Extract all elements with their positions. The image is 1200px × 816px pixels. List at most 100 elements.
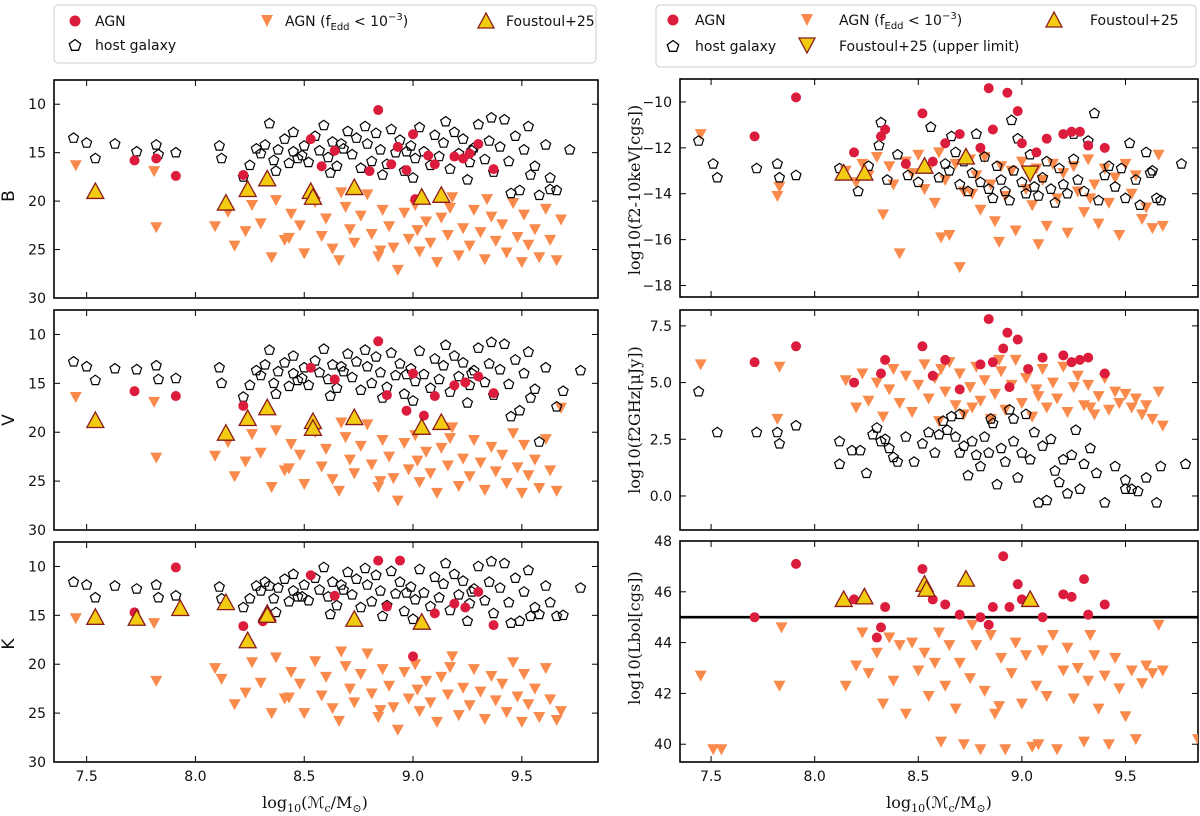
plot-frame xyxy=(53,309,599,531)
host-galaxy-point xyxy=(483,135,495,146)
host-galaxy-point xyxy=(213,361,226,373)
agn-low-point xyxy=(1119,711,1132,723)
agn-low-point xyxy=(387,473,400,485)
y-tick-label: 15 xyxy=(28,146,46,162)
agn-low-point xyxy=(376,435,389,447)
host-galaxy-point xyxy=(398,388,411,399)
host-galaxy-point xyxy=(407,394,419,406)
agn-low-point xyxy=(1146,668,1159,680)
agn-low-point xyxy=(326,243,339,255)
agn-low-point xyxy=(335,187,348,199)
host-galaxy-point xyxy=(833,435,846,447)
legend-right-agn-low-pre: AGN (f xyxy=(839,13,886,29)
host-galaxy-point xyxy=(453,370,465,382)
host-galaxy-point xyxy=(324,608,337,620)
host-galaxy-point xyxy=(270,606,282,618)
agn-point xyxy=(1074,354,1085,365)
host-galaxy-point xyxy=(342,125,354,137)
y-tick-label: 7.5 xyxy=(650,319,672,335)
y-tick-label: 15 xyxy=(28,608,46,624)
host-galaxy-point xyxy=(929,446,941,458)
foustoul-point xyxy=(344,609,364,627)
agn-point xyxy=(373,105,384,116)
agn-low-point xyxy=(365,459,378,471)
agn-low-point xyxy=(1082,675,1095,687)
y-tick-label: −18 xyxy=(642,279,672,295)
agn-low-point xyxy=(856,368,869,380)
agn-low-point xyxy=(293,220,306,232)
agn-low-point xyxy=(862,668,875,680)
agn-point xyxy=(316,161,327,172)
agn-low-point xyxy=(1084,629,1097,641)
host-galaxy-point xyxy=(215,152,228,164)
plot-marks xyxy=(67,555,587,736)
agn-point xyxy=(983,314,994,325)
agn-low-point xyxy=(935,232,948,244)
agn-low-point xyxy=(374,245,387,257)
panel-k-band: 7.5 8.0 8.5 9.0 9.5 10 15 20 25 30 xyxy=(28,541,599,785)
host-galaxy-point xyxy=(292,374,304,386)
agn-low-point xyxy=(993,354,1006,366)
agn-low-point xyxy=(1109,172,1122,184)
agn-low-point xyxy=(1026,411,1039,423)
y-tick-label: 10 xyxy=(28,327,46,343)
host-galaxy-point xyxy=(529,160,541,171)
agn-point xyxy=(791,558,802,569)
host-galaxy-point xyxy=(398,605,411,617)
legend-right-foustoul-marker xyxy=(1044,10,1064,28)
agn-low-point xyxy=(1078,736,1091,748)
agn-low-point xyxy=(265,708,278,720)
agn-low-point xyxy=(339,661,352,673)
agn-low-point xyxy=(539,663,552,675)
host-galaxy-point xyxy=(472,560,485,572)
agn-low-point xyxy=(850,402,863,414)
host-galaxy-point xyxy=(322,151,334,163)
host-galaxy-point xyxy=(400,145,413,157)
host-galaxy-point xyxy=(337,142,350,154)
host-galaxy-point xyxy=(337,365,350,377)
host-galaxy-point xyxy=(268,377,280,389)
agn-point xyxy=(983,83,994,94)
host-galaxy-point xyxy=(346,588,358,600)
agn-low-point xyxy=(1030,384,1043,396)
y-tick-label: 15 xyxy=(28,376,46,392)
agn-low-point xyxy=(1156,665,1169,677)
y-tick-label: 20 xyxy=(28,657,46,673)
host-galaxy-point xyxy=(1007,435,1020,447)
host-galaxy-point xyxy=(255,147,267,159)
agn-low-point xyxy=(694,359,707,371)
host-galaxy-point xyxy=(891,148,904,160)
agn-low-point xyxy=(1156,420,1169,432)
agn-low-point xyxy=(376,664,389,676)
agn-low-point xyxy=(988,388,1001,400)
host-galaxy-point xyxy=(296,590,308,602)
agn-point xyxy=(1083,609,1094,620)
agn-low-point xyxy=(988,708,1001,720)
host-galaxy-point xyxy=(335,360,347,372)
agn-low-point xyxy=(333,485,346,497)
foustoul-point xyxy=(238,630,258,649)
agn-low-point xyxy=(150,222,163,234)
foustoul-point xyxy=(344,177,364,196)
agn-low-point xyxy=(877,698,890,710)
host-galaxy-point xyxy=(152,591,165,603)
host-galaxy-point xyxy=(995,442,1007,454)
host-galaxy-point xyxy=(1028,180,1041,192)
agn-low-point xyxy=(1082,154,1095,166)
host-galaxy-point xyxy=(152,373,165,385)
agn-point xyxy=(917,563,928,574)
agn-point xyxy=(917,108,928,119)
agn-low-point xyxy=(1067,382,1080,394)
host-galaxy-point xyxy=(750,426,763,438)
host-galaxy-point xyxy=(287,126,300,138)
foustoul-point xyxy=(85,607,105,625)
host-galaxy-point xyxy=(1041,155,1053,167)
ylabel-xray: log10(f2-10keV[cgs]) xyxy=(625,105,644,275)
agn-low-point xyxy=(922,393,935,405)
agn-point xyxy=(460,602,471,613)
agn-low-point xyxy=(398,437,411,449)
host-galaxy-point xyxy=(335,579,347,590)
foustoul-point xyxy=(216,423,236,441)
agn-low-point xyxy=(949,703,962,715)
foustoul-point xyxy=(257,397,277,416)
